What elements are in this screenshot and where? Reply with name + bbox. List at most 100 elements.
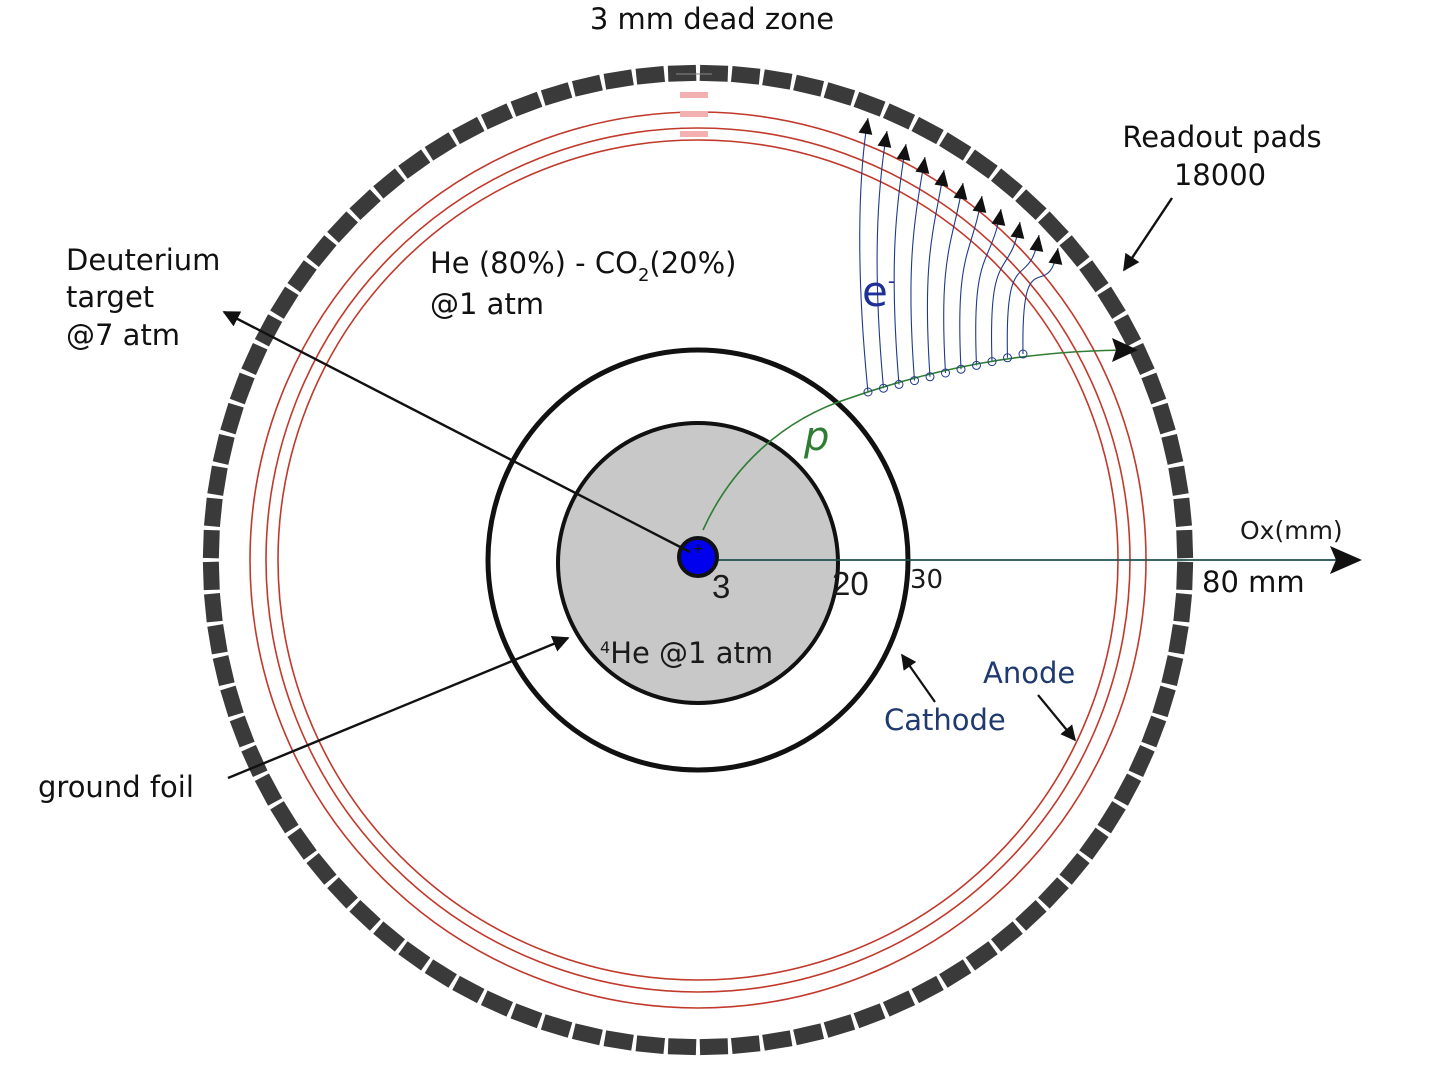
readout-pad (991, 921, 1023, 952)
readout-pad (349, 899, 381, 931)
drift-line (975, 208, 1002, 366)
readout-pad (793, 74, 825, 97)
readout-pad (1161, 655, 1184, 687)
readout-pad (241, 342, 268, 376)
deuterium-target (677, 536, 719, 578)
readout-pad (762, 69, 793, 90)
cathode-pointer (901, 653, 936, 703)
readout-pad (939, 959, 972, 988)
readout-pads-count: 18000 (1174, 158, 1266, 192)
anode-pointer (1037, 694, 1076, 742)
readout-pad (667, 1038, 697, 1056)
deuterium-label-1: Deuterium (66, 243, 220, 277)
dead-zone-markers (680, 92, 708, 137)
readout-pad (202, 561, 220, 591)
readout-pad (571, 1023, 603, 1046)
readout-pad (480, 103, 514, 130)
ionization-points (863, 349, 1028, 397)
axis-label: Ox(mm) (1240, 516, 1343, 545)
readout-pad (699, 1038, 729, 1056)
readout-pad (287, 260, 317, 293)
readout-pad (203, 592, 223, 623)
readout-pad (793, 1023, 825, 1046)
readout-pad (571, 74, 603, 97)
readout-pad (1113, 314, 1142, 347)
drift-line (910, 156, 926, 381)
readout-pad (1097, 286, 1126, 319)
readout-pads-pointer (1123, 197, 1173, 272)
radius-20-label: 20 (832, 565, 869, 602)
readout-pads-label: Readout pads (1122, 120, 1321, 154)
readout-pad (510, 1003, 543, 1029)
readout-pad (1128, 744, 1155, 778)
drift-line (1022, 247, 1059, 355)
readout-pad (373, 921, 405, 952)
readout-pad (1059, 853, 1090, 885)
ionization-point (941, 368, 950, 378)
dead-zone-label: 3 mm dead zone (590, 2, 834, 36)
drift-line (876, 130, 888, 389)
cathode-label: Cathode (884, 703, 1006, 737)
ionization-point (972, 360, 981, 370)
readout-pad (452, 116, 485, 145)
readout-pad (882, 990, 916, 1017)
readout-pad (1168, 624, 1189, 655)
readout-pad (510, 91, 543, 117)
readout-pad (699, 64, 729, 82)
readout-pad (540, 82, 573, 106)
readout-pad (1079, 260, 1109, 293)
readout-pad (1168, 465, 1189, 496)
radius-80-label: 80 mm (1202, 565, 1305, 599)
readout-pad (939, 132, 972, 161)
readout-pad (823, 82, 856, 106)
readout-pad (1173, 592, 1193, 623)
readout-pad (1152, 685, 1176, 718)
ground-foil-pointer (227, 635, 570, 780)
readout-pad (1173, 497, 1193, 528)
drift-arrow-head (877, 131, 892, 148)
ionization-point (956, 364, 966, 374)
readout-pad (306, 235, 337, 267)
readout-pad (1037, 211, 1069, 243)
readout-pad (853, 91, 886, 117)
drift-arrow-head (1048, 248, 1063, 265)
ionization-point (1018, 349, 1028, 359)
drift-line (990, 221, 1021, 362)
readout-pad (349, 189, 381, 221)
gas-mix-label: He (80%) - CO2(20%) (430, 246, 736, 286)
readout-pad (287, 827, 317, 860)
readout-pad (882, 103, 916, 130)
readout-pad (327, 211, 359, 243)
readout-pad (730, 65, 761, 85)
drift-arrow-head (896, 144, 911, 161)
readout-pad (212, 655, 235, 687)
readout-pad (203, 497, 223, 528)
ionization-point (894, 379, 904, 389)
readout-pad (212, 433, 235, 465)
readout-pad (730, 1035, 761, 1055)
ox-axis-arrow-head (1330, 546, 1362, 574)
readout-pad (823, 1014, 856, 1038)
drift-line (1006, 234, 1040, 358)
readout-pad (452, 975, 485, 1004)
readout-pad (424, 959, 457, 988)
readout-pad (1141, 372, 1167, 405)
readout-pad (424, 132, 457, 161)
readout-pad (254, 314, 283, 347)
readout-pad (241, 744, 268, 778)
readout-pad (1176, 529, 1194, 559)
readout-pad (327, 877, 359, 909)
readout-pad (635, 1035, 666, 1055)
readout-pad (635, 65, 666, 85)
readout-pad (911, 975, 944, 1004)
target-plus: + (692, 541, 704, 557)
readout-pad (1176, 561, 1194, 591)
readout-pad (965, 941, 998, 971)
readout-pad (540, 1014, 573, 1038)
drift-line (926, 169, 945, 377)
drift-arrow-head (1029, 235, 1044, 252)
readout-pad (762, 1030, 793, 1051)
readout-pad (603, 1030, 634, 1051)
readout-pad (373, 168, 405, 199)
readout-pad (667, 64, 697, 82)
